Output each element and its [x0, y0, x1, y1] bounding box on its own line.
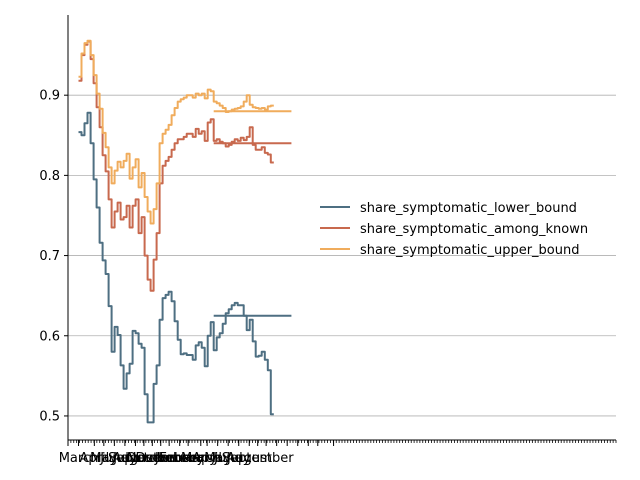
x-tick-label: July — [226, 451, 251, 466]
x-tick-label: February — [159, 451, 217, 466]
x-axis-ticks: MarchAprilMayJuneJulyAugustSeptemberOcto… — [59, 440, 617, 466]
x-tick-label: September — [108, 451, 181, 466]
x-tick-label: August — [227, 451, 273, 466]
x-tick-label: September — [222, 451, 295, 466]
x-tick-label: June — [99, 451, 128, 466]
legend-label: share_symptomatic_lower_bound — [360, 201, 577, 216]
legend-label: share_symptomatic_among_known — [360, 222, 588, 237]
series-line-1 — [78, 40, 274, 292]
y-tick-label: 0.9 — [39, 89, 60, 104]
x-tick-label: June — [213, 451, 242, 466]
legend: share_symptomatic_lower_bound share_sympt… — [320, 201, 588, 258]
y-tick-label: 0.7 — [39, 249, 60, 264]
x-tick-label: November — [127, 451, 195, 466]
x-tick-label: April — [192, 451, 222, 466]
x-tick-label: March — [59, 451, 99, 466]
series-line-0 — [78, 111, 274, 424]
x-tick-label: August — [113, 451, 159, 466]
y-tick-label: 0.6 — [39, 329, 60, 344]
series-line-2 — [78, 39, 274, 225]
y-tick-label: 0.5 — [39, 409, 60, 424]
x-tick-label: July — [112, 451, 137, 466]
legend-label: share_symptomatic_upper_bound — [360, 243, 579, 258]
x-tick-label: April — [79, 451, 109, 466]
x-tick-label: October — [126, 451, 179, 466]
x-tick-label: March — [181, 451, 221, 466]
y-tick-label: 0.8 — [39, 169, 60, 184]
x-tick-label: May — [90, 451, 117, 466]
y-axis-ticks: 0.5 0.6 0.7 0.8 0.9 — [39, 89, 68, 424]
series-lines — [78, 39, 292, 424]
x-tick-label: December — [135, 451, 203, 466]
x-tick-label: January — [154, 451, 205, 466]
x-tick-label: May — [204, 451, 231, 466]
